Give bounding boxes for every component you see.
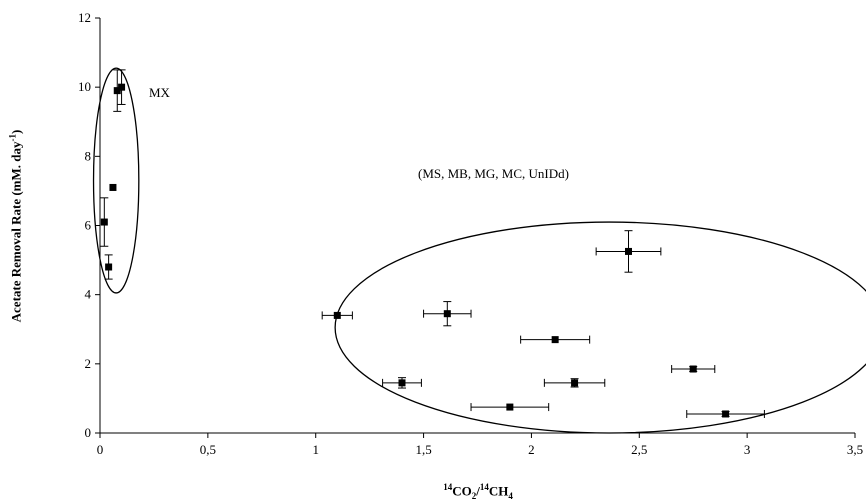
data-point	[118, 83, 126, 91]
annotation-mx: MX	[149, 85, 171, 100]
data-point	[722, 410, 730, 418]
x-tick-label: 1	[312, 442, 319, 457]
data-point	[551, 336, 559, 344]
y-tick-label: 8	[85, 148, 92, 163]
data-point	[506, 403, 514, 411]
data-point	[333, 311, 341, 319]
axes: 0 2 4 6 8 10 12 0 0,5 1 1,5 2 2,5 3 3,5	[78, 10, 863, 457]
x-axis-label: 14CO2/14CH4	[443, 482, 513, 501]
x-tick-label: 1,5	[415, 442, 431, 457]
x-tick-label: 3,5	[847, 442, 863, 457]
y-tick-label: 12	[78, 10, 91, 25]
y-tick-label: 10	[78, 79, 91, 94]
x-tick-label: 2,5	[631, 442, 647, 457]
x-tick-label: 3	[744, 442, 751, 457]
y-tick-label: 0	[85, 425, 92, 440]
cluster-ellipses	[92, 67, 866, 434]
cluster-ellipse-mx	[92, 67, 140, 294]
data-point	[398, 379, 406, 387]
data-point	[571, 379, 579, 387]
x-tick-label: 0,5	[200, 442, 216, 457]
data-point	[109, 183, 117, 191]
data-point	[105, 263, 113, 271]
data-points	[100, 83, 730, 418]
y-tick-label: 6	[85, 218, 92, 233]
annotation-group: (MS, MB, MG, MC, UnIDd)	[418, 166, 569, 181]
x-tick-label: 0	[97, 442, 104, 457]
x-tick-label: 2	[528, 442, 535, 457]
y-axis-label: Acetate Removal Rate (mM. day-1)	[7, 129, 24, 323]
data-point	[443, 310, 451, 318]
data-point	[113, 87, 121, 95]
error-bars	[100, 69, 765, 418]
data-point	[689, 365, 697, 373]
cluster-ellipse-group	[334, 221, 866, 434]
data-point	[625, 247, 632, 255]
y-tick-label: 2	[85, 356, 92, 371]
data-point	[100, 218, 108, 226]
y-tick-label: 4	[85, 287, 92, 302]
